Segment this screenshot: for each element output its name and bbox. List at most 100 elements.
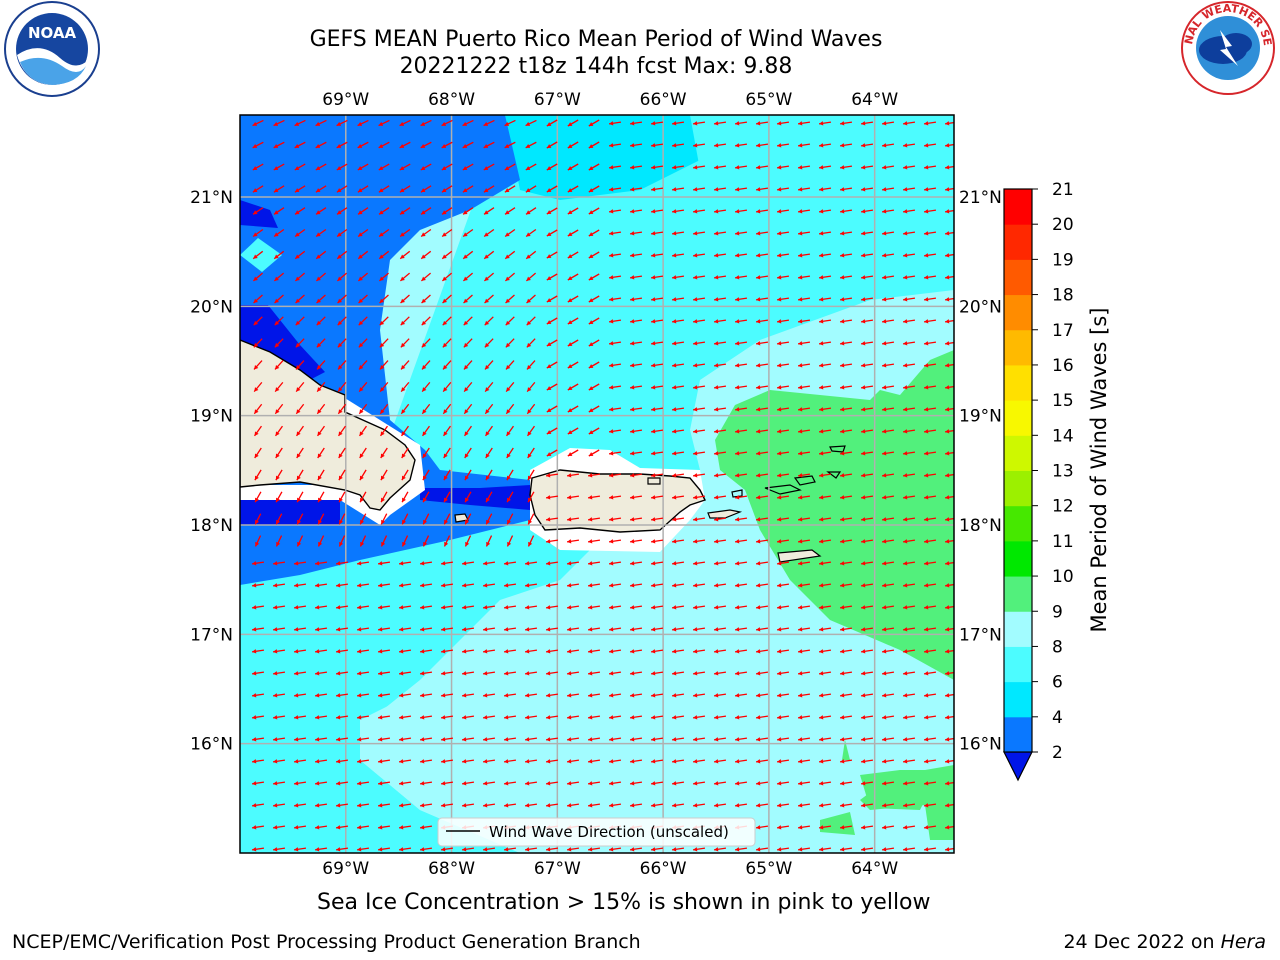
wave-arrowhead: [945, 671, 950, 676]
wave-arrowhead: [840, 451, 845, 456]
wave-arrowhead: [441, 121, 447, 126]
wave-arrowhead: [945, 319, 950, 324]
wave-arrowhead: [630, 649, 635, 654]
wave-arrowhead: [359, 387, 364, 392]
wave-arrowhead: [526, 342, 532, 348]
wave-arrowhead: [296, 431, 301, 436]
colorbar-tick-label: 4: [1052, 708, 1063, 728]
wave-arrowhead: [504, 143, 510, 148]
wave-arrowhead: [588, 649, 593, 654]
lat-label: 21°N: [190, 188, 233, 208]
wave-arrowhead: [442, 320, 448, 326]
wave-arrowhead: [485, 453, 490, 459]
wave-arrowhead: [882, 517, 887, 522]
wave-arrowhead: [484, 254, 489, 259]
wave-arrowhead: [651, 209, 656, 214]
wave-arrowhead: [882, 759, 887, 764]
wave-arrowhead: [485, 365, 490, 370]
wave-arrowhead: [483, 605, 488, 610]
wave-arrowhead: [399, 803, 404, 808]
wave-arrowhead: [526, 298, 531, 304]
wave-arrowhead: [546, 452, 552, 456]
wave-arrowhead: [714, 143, 719, 148]
wave-arrowhead: [296, 475, 301, 481]
wave-arrowhead: [253, 298, 258, 304]
wave-arrowhead: [336, 121, 342, 126]
wave-direction-arrows: [251, 119, 954, 852]
wave-arrowhead: [380, 453, 385, 459]
wave-arrowhead: [945, 649, 950, 654]
wave-arrowhead: [756, 429, 761, 434]
wave-arrowhead: [651, 781, 656, 786]
wave-arrowhead: [420, 715, 425, 720]
wave-arrowhead: [672, 429, 677, 434]
wave-arrowhead: [903, 165, 908, 170]
wave-arrowhead: [819, 517, 824, 522]
wave-arrowhead: [567, 781, 572, 786]
wave-arrowhead: [924, 407, 929, 412]
wave-arrowhead: [294, 649, 299, 654]
wave-arrowhead: [924, 561, 929, 566]
wave-arrowhead: [756, 781, 761, 786]
wave-arrowhead: [486, 519, 491, 525]
wave-arrowhead: [567, 364, 573, 368]
wave-arrowhead: [504, 693, 509, 698]
wave-arrowhead: [672, 319, 677, 324]
wave-arrowhead: [945, 715, 950, 720]
wave-arrowhead: [336, 803, 341, 808]
wave-arrowhead: [441, 847, 446, 852]
wave-arrowhead: [441, 166, 447, 170]
lat-label: 17°N: [959, 625, 1002, 645]
wave-arrowhead: [567, 539, 572, 544]
wave-arrowhead: [315, 715, 320, 720]
wave-arrowhead: [525, 759, 530, 764]
wave-arrowhead: [358, 232, 363, 237]
wave-arrowhead: [441, 737, 446, 742]
wave-arrowhead: [672, 341, 677, 346]
wave-arrowhead: [819, 561, 824, 566]
wave-arrowhead: [693, 649, 698, 654]
wave-arrowhead: [441, 715, 446, 720]
wave-arrowhead: [882, 825, 887, 830]
wave-arrowhead: [315, 166, 321, 170]
wave-arrowhead: [295, 342, 301, 348]
wave-arrowhead: [630, 737, 635, 742]
wave-arrowhead: [546, 210, 552, 214]
wave-arrowhead: [798, 847, 803, 852]
wave-arrowhead: [861, 121, 866, 126]
wave-arrowhead: [819, 605, 824, 610]
wave-arrowhead: [840, 121, 845, 126]
wave-arrowhead: [756, 495, 761, 500]
wave-arrowhead: [441, 693, 446, 698]
wave-arrowhead: [315, 781, 320, 786]
wave-arrowhead: [567, 232, 573, 236]
wave-arrowhead: [485, 475, 490, 481]
wave-arrowhead: [273, 627, 278, 632]
wave-arrowhead: [546, 561, 551, 566]
wave-arrowhead: [651, 187, 656, 192]
wave-arrowhead: [714, 715, 719, 720]
wave-arrowhead: [253, 342, 259, 348]
wave-arrowhead: [567, 715, 572, 720]
wave-arrowhead: [777, 693, 782, 698]
colorbar-segment: [1004, 259, 1032, 296]
wave-arrowhead: [338, 365, 343, 370]
wave-arrowhead: [294, 627, 299, 632]
wave-arrowhead: [357, 781, 362, 786]
wave-arrowhead: [546, 364, 552, 368]
wave-arrowhead: [357, 605, 362, 610]
wave-arrowhead: [882, 671, 887, 676]
wave-arrowhead: [735, 737, 740, 742]
wave-arrowhead: [315, 737, 320, 742]
wave-arrowhead: [297, 519, 302, 525]
lat-labels-left: 21°N 20°N 19°N 18°N 17°N 16°N: [190, 188, 233, 755]
wave-arrowhead: [861, 847, 866, 852]
wave-arrowhead: [337, 320, 343, 326]
wave-arrowhead: [336, 649, 341, 654]
wave-arrowhead: [840, 165, 845, 170]
wave-arrowhead: [588, 342, 594, 346]
wave-arrowhead: [464, 453, 469, 459]
wave-arrowhead: [400, 210, 405, 215]
wave-arrowhead: [693, 627, 698, 632]
wave-arrowhead: [819, 737, 824, 742]
